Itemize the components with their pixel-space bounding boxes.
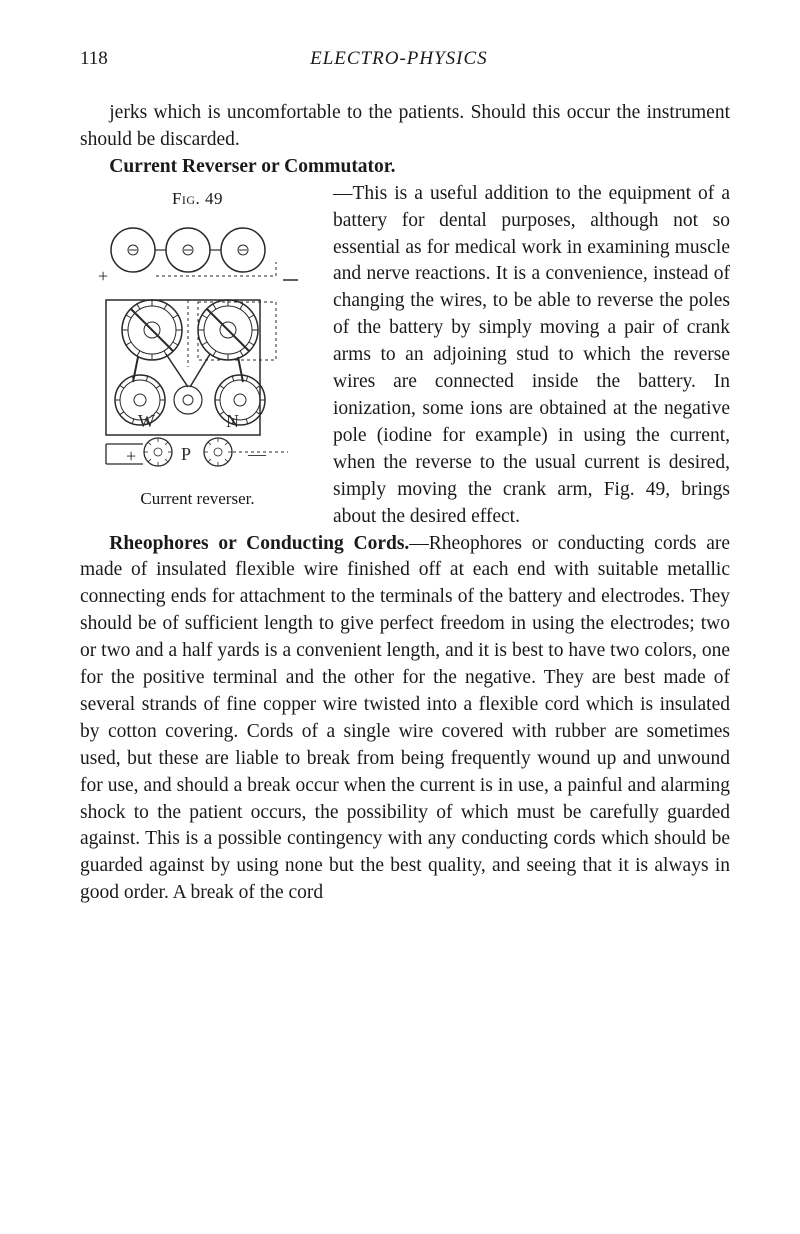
page-header: 118 ELECTRO-PHYSICS bbox=[80, 48, 730, 70]
section-heading-reverser: Current Reverser or Commutator. bbox=[109, 156, 395, 177]
svg-text:N: N bbox=[226, 411, 239, 431]
paragraph-3: Rheophores or Conducting Cords.—Rheophor… bbox=[80, 531, 730, 908]
figure-caption: Current reverser. bbox=[80, 487, 315, 510]
figure-diagram: +WNP+— bbox=[88, 222, 308, 477]
running-title: ELECTRO-PHYSICS bbox=[68, 48, 730, 70]
svg-text:P: P bbox=[180, 444, 190, 464]
svg-text:W: W bbox=[138, 411, 155, 431]
section-heading-rheophores: Rheophores or Conducting Cords. bbox=[109, 533, 409, 554]
paragraph-2: Current Reverser or Commutator. bbox=[80, 154, 730, 181]
figure-label: Fig. 49 bbox=[80, 187, 315, 210]
svg-text:+: + bbox=[98, 266, 108, 286]
figure-49: Fig. 49 +WNP+— Current reverser. bbox=[80, 187, 315, 511]
paragraph-1: jerks which is uncomfortable to the pati… bbox=[80, 100, 730, 154]
paragraph-2-body-rest: —This is a useful addition to the equipm… bbox=[333, 183, 730, 527]
svg-text:+: + bbox=[126, 446, 136, 466]
body-text: jerks which is uncomfortable to the pati… bbox=[80, 100, 730, 907]
svg-text:—: — bbox=[247, 444, 267, 464]
reverser-diagram-svg: +WNP+— bbox=[88, 222, 308, 477]
paragraph-3-body: —Rheophores or con­ducting cords are mad… bbox=[80, 533, 730, 904]
